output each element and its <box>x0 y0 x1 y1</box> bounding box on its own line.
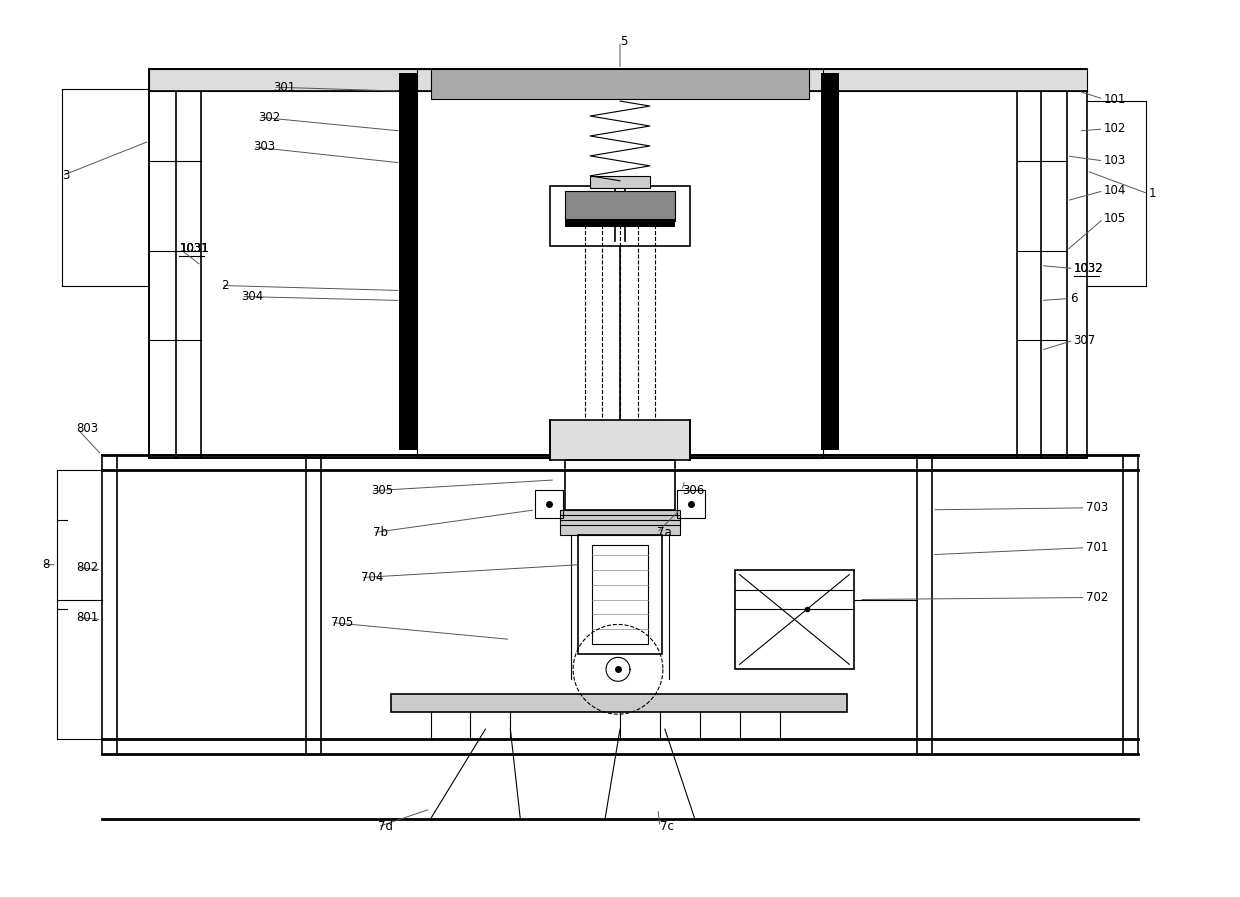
Bar <box>565 191 675 221</box>
Text: 306: 306 <box>682 484 704 497</box>
Text: 102: 102 <box>1104 123 1126 135</box>
Bar <box>536 490 563 518</box>
Text: 3: 3 <box>62 170 69 182</box>
Bar <box>551 186 689 246</box>
Bar <box>430 69 810 99</box>
Bar <box>150 69 1086 91</box>
Text: 703: 703 <box>1085 501 1107 514</box>
Text: 704: 704 <box>361 571 383 584</box>
Text: 1031: 1031 <box>180 242 210 255</box>
Bar <box>578 535 662 654</box>
Text: 1032: 1032 <box>1074 262 1104 275</box>
Text: 307: 307 <box>1074 334 1096 347</box>
Bar <box>551 420 689 460</box>
Text: 303: 303 <box>253 141 275 153</box>
Text: 103: 103 <box>1104 154 1126 168</box>
Text: 105: 105 <box>1104 213 1126 225</box>
Text: 1032: 1032 <box>1074 262 1104 275</box>
Text: 702: 702 <box>1085 591 1107 604</box>
Text: 101: 101 <box>1104 92 1126 106</box>
Text: 8: 8 <box>42 558 50 571</box>
Bar <box>560 509 680 535</box>
Bar <box>734 570 854 669</box>
Text: 7c: 7c <box>660 821 673 833</box>
Bar <box>591 544 649 644</box>
Text: 304: 304 <box>241 290 263 303</box>
Text: 7d: 7d <box>378 821 393 833</box>
Text: 302: 302 <box>258 110 280 124</box>
Bar <box>677 490 704 518</box>
Text: 104: 104 <box>1104 184 1126 197</box>
Bar <box>399 74 417 450</box>
Text: 705: 705 <box>331 616 353 629</box>
Bar <box>150 69 1086 458</box>
Text: 801: 801 <box>77 611 99 624</box>
Text: 6: 6 <box>1070 292 1078 305</box>
Text: 1: 1 <box>1148 187 1156 200</box>
Bar <box>590 176 650 187</box>
Text: 301: 301 <box>273 81 295 93</box>
Text: 2: 2 <box>221 279 228 292</box>
Text: 5: 5 <box>620 35 627 48</box>
Text: 305: 305 <box>371 484 393 497</box>
Text: 1031: 1031 <box>180 242 210 255</box>
Bar <box>565 460 675 509</box>
Bar <box>821 74 839 450</box>
Text: 802: 802 <box>77 562 99 574</box>
Bar <box>391 694 847 712</box>
Text: 1031: 1031 <box>180 242 210 255</box>
Text: 803: 803 <box>77 422 99 434</box>
Bar <box>565 219 675 227</box>
Text: 701: 701 <box>1085 541 1107 554</box>
Text: 7a: 7a <box>657 527 672 539</box>
Text: 7b: 7b <box>373 527 388 539</box>
Bar <box>417 69 823 458</box>
